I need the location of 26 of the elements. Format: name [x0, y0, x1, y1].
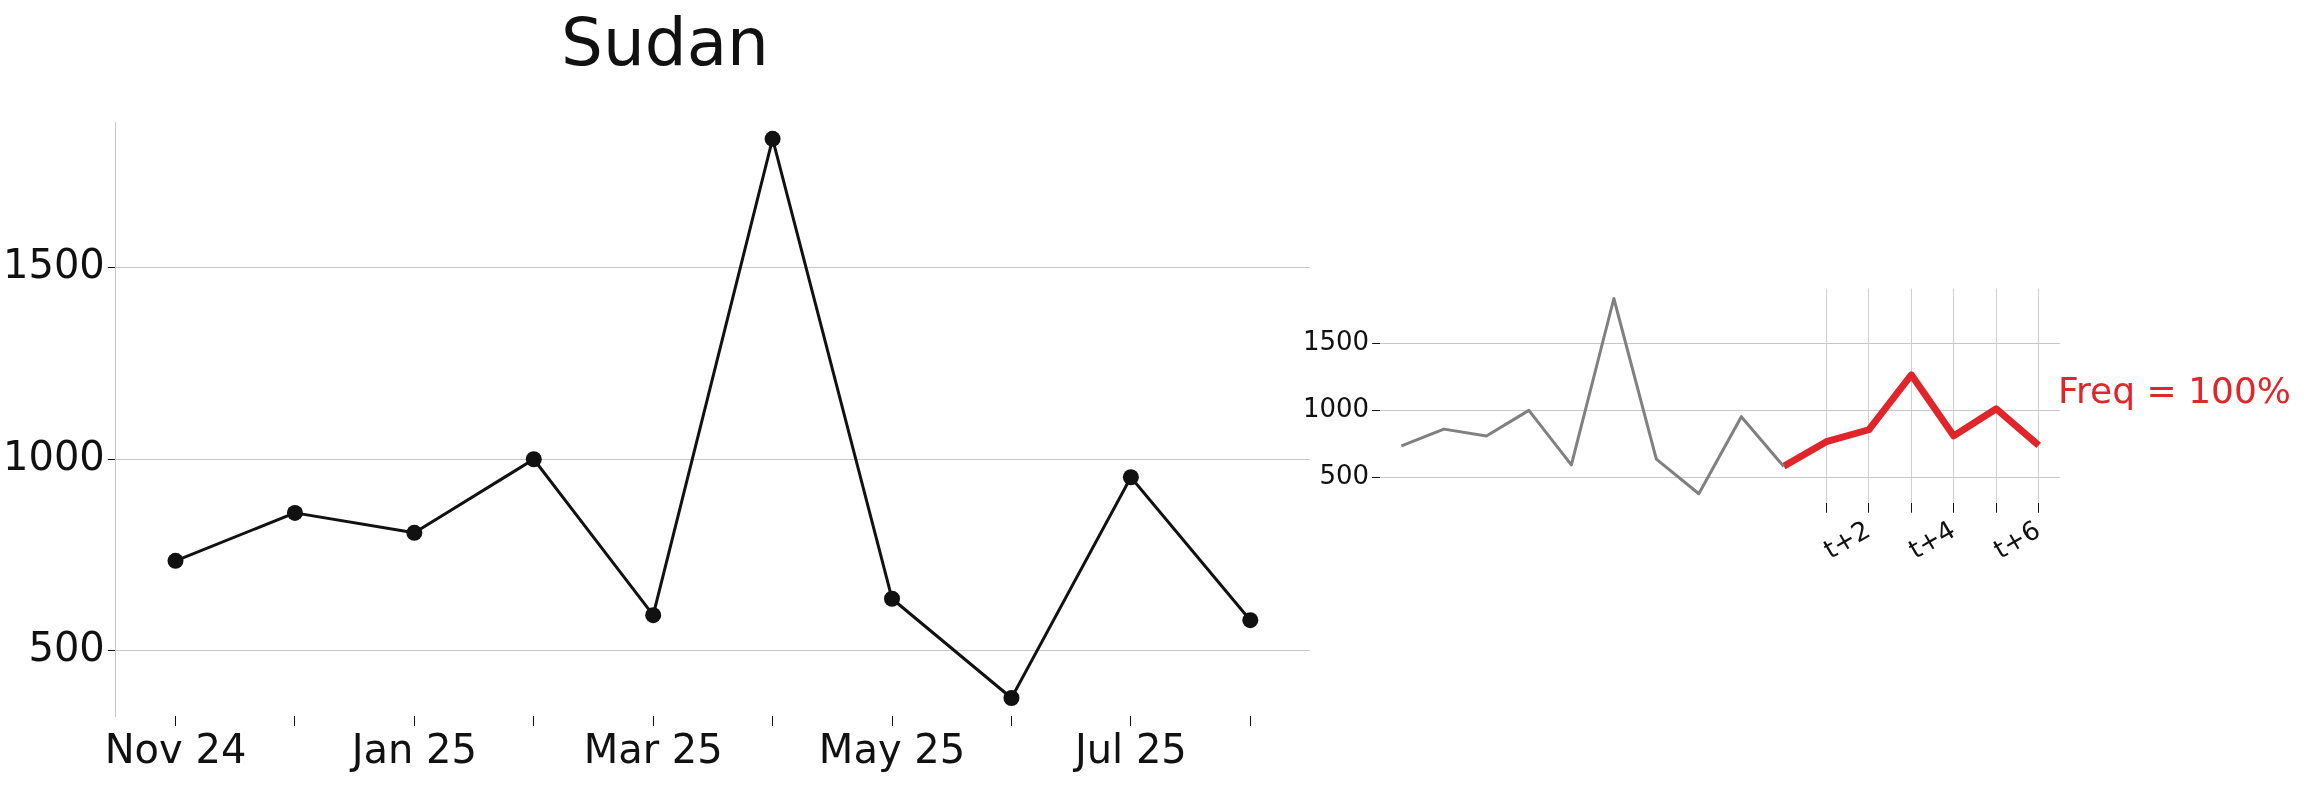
- x-tick-label: Jul 25: [1071, 726, 1187, 773]
- chart-title: Sudan: [560, 4, 770, 81]
- point: [406, 524, 423, 541]
- x-tick-label: Nov 24: [104, 726, 247, 773]
- x-tick-label: t+6: [1988, 514, 2046, 565]
- x-tick-label: t+2: [1818, 514, 1876, 565]
- y-tick-label: 500: [1319, 460, 1370, 491]
- point: [525, 451, 542, 468]
- y-tick-label: 1000: [1303, 393, 1370, 424]
- point: [286, 504, 303, 521]
- x-tick-label: t+4: [1903, 514, 1961, 565]
- point: [1122, 469, 1139, 486]
- point: [645, 607, 662, 624]
- y-tick-label: 1000: [3, 432, 105, 479]
- x-tick-label: May 25: [818, 726, 966, 773]
- x-tick-label: Jan 25: [348, 726, 477, 773]
- point: [884, 590, 901, 607]
- y-tick-label: 1500: [3, 241, 105, 288]
- point: [764, 130, 781, 147]
- point: [167, 552, 184, 569]
- y-tick-label: 500: [28, 624, 105, 671]
- x-tick-label: Mar 25: [583, 726, 723, 773]
- point: [1003, 689, 1020, 706]
- point: [1242, 612, 1259, 629]
- y-tick-label: 1500: [1303, 326, 1370, 357]
- annotation: Freq = 100%: [2058, 370, 2292, 411]
